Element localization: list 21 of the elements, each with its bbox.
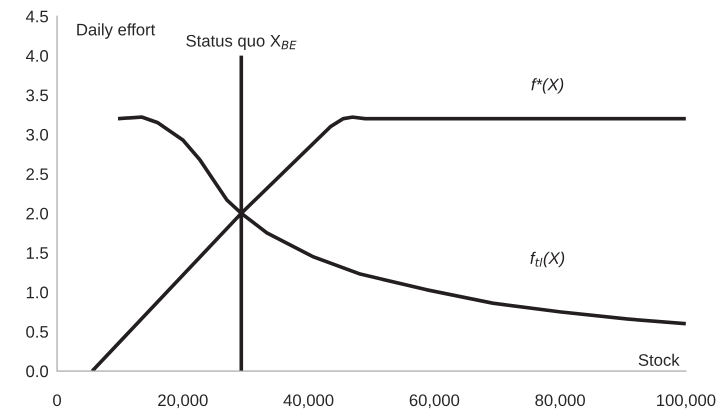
y-tick-label: 2.5 (26, 168, 48, 180)
x-tick-label: 80,000 (535, 394, 585, 408)
y-tick-label: 3.5 (26, 89, 48, 102)
y-tick-label: 2.0 (26, 208, 48, 220)
y-tick-label: 1.0 (26, 286, 48, 298)
x-axis-title: Stock (638, 354, 680, 366)
x-tick-label: 20,000 (158, 394, 208, 408)
y-axis-title: Daily effort (77, 23, 156, 39)
y-tick-label: 0.0 (26, 365, 48, 378)
series-label: f*(X) (531, 78, 564, 94)
x-tick-label: 0 (53, 394, 62, 406)
y-tick-label: 4.5 (26, 10, 48, 22)
x-tick-label: 100,000 (657, 394, 716, 408)
y-tick-label: 3.0 (26, 128, 48, 141)
y-tick-label: 1.5 (26, 247, 48, 259)
annotation: Status quo X$_{BE}$ (186, 34, 296, 50)
y-tick-label: 0.5 (26, 326, 48, 338)
y-tick-label: 4.0 (26, 50, 48, 62)
text: f$_{tl}$(X) (530, 252, 564, 268)
x-tick-label: 60,000 (410, 394, 460, 408)
x-tick-label: 40,000 (283, 394, 334, 408)
